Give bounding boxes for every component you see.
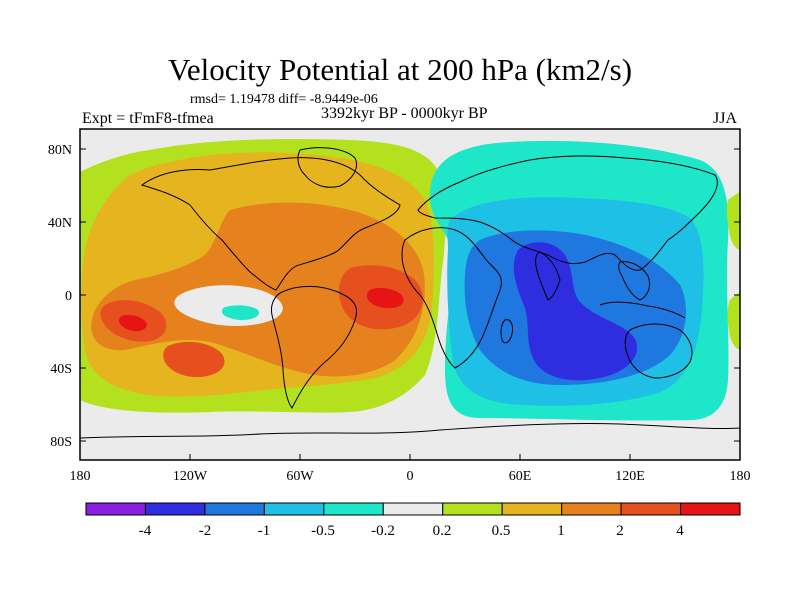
- lat-tick-label: 80S: [50, 435, 72, 450]
- colorbar-label: -0.5: [311, 523, 335, 539]
- contour-positive-4: [367, 287, 404, 309]
- time-period-label: 3392kyr BP - 0000kyr BP: [321, 105, 488, 122]
- colorbar-swatch: [382, 502, 444, 516]
- colorbar-label: 1: [557, 523, 565, 539]
- coast-madagascar: [500, 319, 513, 344]
- colorbar-labels: -4 -2 -1 -0.5 -0.2 0.2 0.5 1 2 4: [139, 523, 685, 539]
- lon-tick-label: 0: [407, 469, 414, 484]
- contour-negative-2: [513, 242, 638, 381]
- colorbar-label: 0.5: [492, 523, 511, 539]
- colorbar-swatch: [561, 502, 622, 516]
- colorbar-label: 2: [616, 523, 624, 539]
- colorbar-swatch: [680, 502, 741, 516]
- season-label: JJA: [713, 110, 738, 127]
- lat-tick-label: 0: [65, 289, 72, 304]
- coast-north-america: [140, 157, 401, 291]
- coast-india: [535, 251, 561, 301]
- coast-greenland: [297, 147, 357, 188]
- lon-tick-label: 60E: [509, 469, 532, 484]
- colorbar-swatch: [204, 502, 265, 516]
- lat-tick-label: 80N: [48, 143, 72, 158]
- coast-australia: [624, 323, 693, 379]
- colorbar-swatch: [144, 502, 206, 516]
- colorbar: [85, 502, 741, 516]
- contour-negative-pocket: [222, 305, 260, 320]
- contour-field: [80, 129, 740, 460]
- experiment-label: Expt = tFmF8-tfmea: [82, 110, 214, 127]
- coast-eurasia: [417, 155, 718, 271]
- colorbar-label: -4: [139, 523, 152, 539]
- coastlines: [80, 147, 740, 439]
- coast-indonesia: [599, 301, 686, 319]
- lon-tick-label: 60W: [286, 469, 314, 484]
- lon-tick-label: 180: [730, 469, 751, 484]
- colorbar-label: 0.2: [433, 523, 452, 539]
- colorbar-label: -2: [199, 523, 212, 539]
- coast-south-america: [271, 285, 357, 409]
- colorbar-swatch: [442, 502, 503, 516]
- lat-tick-label: 40N: [48, 216, 72, 231]
- colorbar-swatch: [85, 502, 146, 516]
- contour-positive-2-c: [163, 341, 225, 378]
- lon-tick-label: 120E: [615, 469, 645, 484]
- coast-africa: [401, 227, 502, 369]
- colorbar-swatch: [323, 502, 384, 516]
- colorbar-label: -0.2: [371, 523, 395, 539]
- coast-antarctica: [80, 422, 740, 439]
- colorbar-label: -1: [258, 523, 271, 539]
- rmsd-diff-text: rmsd= 1.19478 diff= -8.9449e-06: [190, 92, 378, 107]
- colorbar-swatch: [620, 502, 682, 516]
- colorbar-label: 4: [676, 523, 684, 539]
- contour-positive-4-b: [119, 314, 147, 332]
- colorbar-swatch: [501, 502, 563, 516]
- lat-tick-label: 40S: [50, 362, 72, 377]
- contour-positive-right-edge: [726, 192, 740, 250]
- contour-positive-right-edge-b: [727, 292, 740, 350]
- axis-ticks: [79, 148, 741, 460]
- figure-title: Velocity Potential at 200 hPa (km2/s): [167, 52, 633, 87]
- colorbar-swatch: [263, 502, 325, 516]
- lon-tick-label: 180: [70, 469, 91, 484]
- lon-tick-label: 120W: [173, 469, 208, 484]
- coast-southeast-asia: [618, 261, 651, 301]
